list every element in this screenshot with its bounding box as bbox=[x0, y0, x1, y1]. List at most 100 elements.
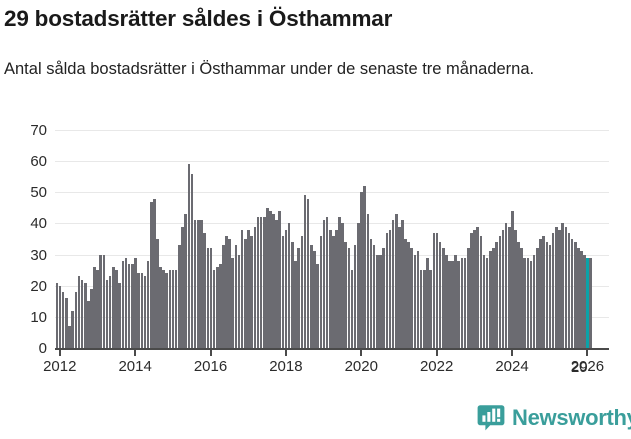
bar bbox=[212, 270, 216, 348]
bar bbox=[341, 223, 344, 348]
bar bbox=[61, 291, 65, 348]
bar bbox=[297, 248, 300, 348]
bar bbox=[112, 267, 115, 348]
x-axis-tick-label: 2016 bbox=[193, 358, 228, 375]
x-axis-tick-mark bbox=[511, 350, 513, 356]
y-axis-tick-label: 50 bbox=[30, 184, 47, 202]
bar bbox=[542, 235, 545, 348]
bar bbox=[140, 273, 144, 348]
bar bbox=[504, 223, 508, 348]
bar-chart: 0 10 20 30 40 50 60 70 2012 2014 2016 2018 2020 2022… bbox=[0, 123, 631, 392]
bar bbox=[388, 229, 392, 348]
bar bbox=[416, 251, 420, 348]
bar bbox=[429, 270, 432, 348]
bar bbox=[218, 263, 222, 348]
bar bbox=[65, 298, 68, 348]
bar bbox=[536, 248, 539, 348]
y-axis-tick-label: 10 bbox=[30, 308, 47, 326]
y-axis-tick-label: 60 bbox=[30, 153, 47, 171]
bar bbox=[90, 288, 93, 348]
bar bbox=[501, 229, 505, 348]
bar bbox=[203, 232, 206, 348]
bar bbox=[102, 254, 106, 348]
bar bbox=[174, 270, 178, 348]
x-axis-tick-label: 2018 bbox=[269, 358, 303, 375]
bar bbox=[391, 220, 395, 348]
bar bbox=[376, 254, 379, 348]
bar bbox=[363, 186, 366, 348]
x-axis-tick-label: 2014 bbox=[118, 358, 152, 375]
bar bbox=[259, 217, 263, 348]
bar bbox=[379, 254, 382, 348]
highlight-value-label: 29 bbox=[571, 359, 588, 376]
bar bbox=[253, 226, 257, 348]
bar bbox=[284, 229, 288, 348]
x-axis-tick-label: 2024 bbox=[495, 358, 529, 375]
bar bbox=[507, 226, 511, 348]
bar bbox=[476, 226, 479, 348]
bar bbox=[514, 229, 517, 348]
page-title: 29 bostadsrätter såldes i Östhammar bbox=[4, 6, 393, 31]
bar bbox=[184, 214, 187, 348]
bar bbox=[156, 239, 159, 348]
bar bbox=[492, 248, 495, 348]
bar bbox=[93, 267, 97, 348]
bar bbox=[432, 232, 436, 348]
bar bbox=[87, 301, 90, 348]
x-axis-tick-mark bbox=[284, 350, 287, 356]
bar-chart-bubble-icon bbox=[477, 404, 505, 432]
bar bbox=[291, 242, 294, 348]
bar bbox=[394, 214, 398, 348]
bar bbox=[400, 220, 404, 348]
bar bbox=[300, 235, 304, 348]
bar bbox=[263, 217, 266, 348]
bar bbox=[266, 207, 269, 348]
bar bbox=[159, 267, 162, 348]
bar bbox=[470, 232, 473, 348]
bar bbox=[237, 254, 241, 348]
bar bbox=[162, 270, 165, 348]
bar bbox=[322, 220, 326, 348]
bar bbox=[206, 248, 210, 348]
bar bbox=[190, 173, 194, 348]
bar bbox=[275, 220, 279, 348]
bar bbox=[228, 239, 231, 348]
bar bbox=[551, 232, 555, 348]
bar bbox=[489, 251, 492, 348]
bar bbox=[80, 279, 84, 348]
gridline bbox=[55, 192, 609, 194]
bar bbox=[548, 245, 552, 348]
bar bbox=[532, 254, 536, 348]
bar bbox=[105, 279, 109, 348]
bar bbox=[350, 270, 354, 348]
y-axis-tick-label: 0 bbox=[38, 340, 47, 357]
bar bbox=[545, 242, 549, 348]
bar bbox=[517, 242, 520, 348]
bar bbox=[231, 257, 234, 348]
bar bbox=[197, 220, 200, 348]
bar bbox=[134, 257, 137, 348]
bar bbox=[181, 226, 184, 348]
bar bbox=[583, 254, 586, 348]
y-axis-tick-label: 70 bbox=[30, 122, 47, 139]
bar bbox=[589, 257, 592, 348]
x-axis-tick-label: 2022 bbox=[419, 358, 454, 375]
bar bbox=[77, 276, 81, 348]
bar bbox=[397, 226, 401, 348]
bar bbox=[423, 270, 426, 348]
bar bbox=[570, 239, 574, 348]
bar bbox=[463, 257, 467, 348]
bar bbox=[357, 223, 360, 348]
bar bbox=[473, 229, 476, 348]
bar bbox=[435, 232, 439, 348]
bar bbox=[187, 164, 191, 348]
bar bbox=[200, 220, 203, 348]
bar bbox=[108, 276, 112, 348]
bar bbox=[74, 291, 78, 348]
bar bbox=[215, 267, 219, 348]
bar bbox=[479, 235, 483, 348]
page-subtitle: Antal sålda bostadsrätter i Östhammar un… bbox=[4, 60, 535, 78]
bar bbox=[124, 257, 128, 348]
bar bbox=[121, 260, 125, 348]
